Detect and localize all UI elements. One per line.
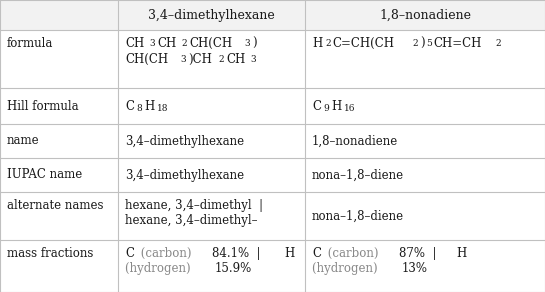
Text: 2: 2 [325, 39, 331, 48]
Text: C: C [125, 100, 134, 112]
Text: name: name [7, 135, 40, 147]
Text: CH: CH [157, 37, 177, 50]
Bar [305, 0, 545, 30]
Text: (hydrogen): (hydrogen) [312, 262, 381, 275]
Text: C=CH(CH: C=CH(CH [332, 37, 395, 50]
Text: hexane, 3,4–dimethyl–: hexane, 3,4–dimethyl– [125, 214, 257, 227]
Bar [118, 124, 305, 158]
Bar [0, 124, 118, 158]
Text: (hydrogen): (hydrogen) [125, 262, 195, 275]
Text: H: H [284, 247, 294, 260]
Text: 3,4–dimethylhexane: 3,4–dimethylhexane [125, 168, 244, 182]
Text: formula: formula [7, 37, 53, 50]
Text: alternate names: alternate names [7, 199, 104, 212]
Text: nona–1,8–diene: nona–1,8–diene [312, 168, 404, 182]
Bar [305, 124, 545, 158]
Bar [0, 0, 118, 30]
Bar [305, 88, 545, 124]
Text: )CH: )CH [188, 53, 212, 66]
Text: CH: CH [226, 53, 245, 66]
Text: C: C [312, 247, 321, 260]
Text: 3: 3 [180, 55, 186, 65]
Text: 3: 3 [150, 39, 155, 48]
Bar [118, 88, 305, 124]
Text: H: H [331, 100, 341, 112]
Bar [0, 158, 118, 192]
Text: H: H [457, 247, 467, 260]
Text: 2: 2 [219, 55, 225, 65]
Text: 1,8–nonadiene: 1,8–nonadiene [312, 135, 398, 147]
Bar [118, 30, 305, 88]
Text: 5: 5 [426, 39, 432, 48]
Text: C: C [312, 100, 321, 112]
Text: ): ) [420, 37, 425, 50]
Text: (carbon): (carbon) [324, 247, 382, 260]
Text: 2: 2 [496, 39, 501, 48]
Text: 87%  |: 87% | [399, 247, 444, 260]
Text: nona–1,8–diene: nona–1,8–diene [312, 209, 404, 223]
Bar [118, 192, 305, 240]
Bar [0, 240, 118, 292]
Bar [0, 30, 118, 88]
Text: 9: 9 [324, 104, 329, 113]
Text: 18: 18 [158, 104, 169, 113]
Bar [118, 240, 305, 292]
Text: 16: 16 [344, 104, 356, 113]
Text: mass fractions: mass fractions [7, 247, 93, 260]
Bar [0, 192, 118, 240]
Bar [118, 158, 305, 192]
Bar [305, 192, 545, 240]
Text: H: H [144, 100, 154, 112]
Text: 3: 3 [245, 39, 251, 48]
Text: hexane, 3,4–dimethyl  |: hexane, 3,4–dimethyl | [125, 199, 263, 212]
Text: CH(CH: CH(CH [125, 53, 168, 66]
Text: (carbon): (carbon) [137, 247, 195, 260]
Bar [118, 0, 305, 30]
Text: 3: 3 [251, 55, 257, 65]
Text: 13%: 13% [402, 262, 427, 275]
Bar [305, 30, 545, 88]
Bar [0, 88, 118, 124]
Text: 3,4–dimethylhexane: 3,4–dimethylhexane [148, 8, 275, 22]
Text: CH=CH: CH=CH [433, 37, 482, 50]
Text: H: H [312, 37, 322, 50]
Text: IUPAC name: IUPAC name [7, 168, 82, 182]
Text: 8: 8 [137, 104, 142, 113]
Bar [305, 240, 545, 292]
Text: 3,4–dimethylhexane: 3,4–dimethylhexane [125, 135, 244, 147]
Text: ): ) [252, 37, 257, 50]
Text: Hill formula: Hill formula [7, 100, 78, 112]
Text: 2: 2 [182, 39, 187, 48]
Text: CH: CH [125, 37, 144, 50]
Text: 1,8–nonadiene: 1,8–nonadiene [379, 8, 471, 22]
Text: 15.9%: 15.9% [215, 262, 252, 275]
Text: 84.1%  |: 84.1% | [212, 247, 268, 260]
Bar [305, 158, 545, 192]
Text: 2: 2 [413, 39, 418, 48]
Text: CH(CH: CH(CH [189, 37, 232, 50]
Text: C: C [125, 247, 134, 260]
